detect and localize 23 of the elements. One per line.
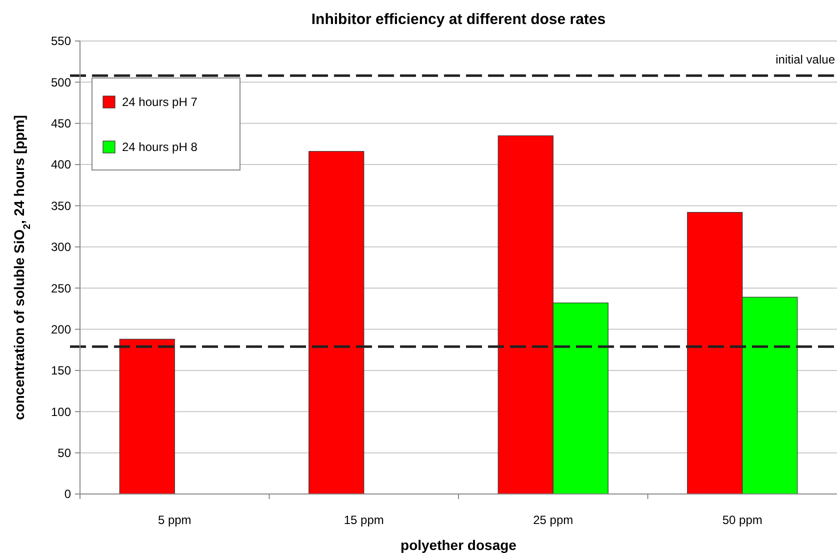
x-tick-label: 25 ppm — [533, 513, 574, 527]
y-tick-label: 0 — [64, 487, 72, 502]
y-tick-label: 500 — [50, 75, 72, 90]
x-tick-label: 50 ppm — [722, 513, 762, 527]
y-tick-label: 300 — [50, 240, 72, 254]
y-tick-label: 400 — [50, 158, 72, 172]
x-tick-label: 5 ppm — [158, 513, 192, 527]
y-tick-label: 150 — [50, 364, 72, 378]
x-tick-label: 15 ppm — [344, 513, 384, 527]
y-tick-label: 200 — [50, 322, 72, 336]
y-tick-label: 350 — [50, 198, 72, 213]
ref-line-label: initial value — [776, 52, 836, 67]
chart-title: Inhibitor efficiency at different dose rates — [311, 11, 606, 28]
bar — [308, 151, 364, 494]
bar — [119, 338, 175, 494]
y-tick-label: 50 — [58, 446, 72, 460]
legend-label: 24 hours pH 7 — [122, 95, 198, 110]
x-axis-title: polyether dosage — [400, 537, 517, 553]
y-tick-label: 250 — [50, 281, 72, 296]
y-tick-label: 100 — [50, 404, 72, 419]
legend-label: 24 hours pH 8 — [122, 140, 198, 154]
y-tick-label: 550 — [50, 34, 72, 48]
y-tick-label: 450 — [50, 116, 72, 131]
